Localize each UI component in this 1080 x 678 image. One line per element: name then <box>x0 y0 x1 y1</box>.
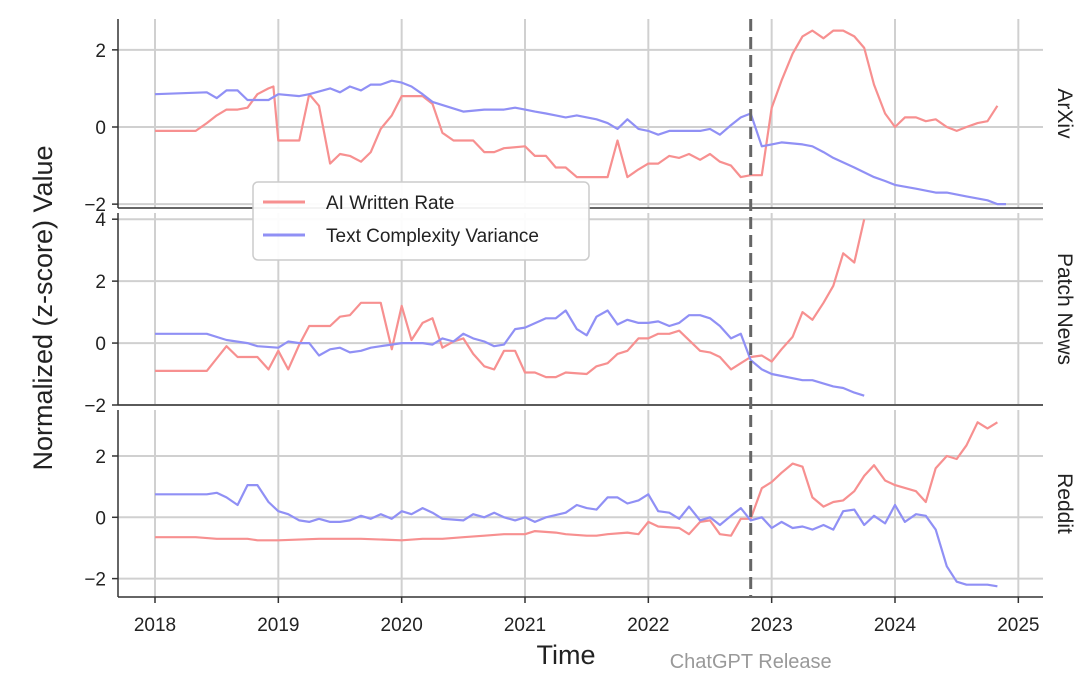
y-tick-label: 2 <box>95 272 106 293</box>
series-line-arxiv-text-complexity-variance <box>154 79 1006 206</box>
panel-label-reddit: Reddit <box>1053 473 1076 534</box>
series-line-arxiv-ai-written-rate <box>155 29 999 179</box>
x-tick-label: 2018 <box>134 615 176 636</box>
y-axis-label: Normalized (z-score) Value <box>28 145 58 470</box>
y-tick-label: 0 <box>95 508 106 529</box>
x-tick-label: 2022 <box>627 615 669 636</box>
chatgpt-release-label: ChatGPT Release <box>670 651 832 673</box>
y-tick-label: 0 <box>95 334 106 355</box>
series-line-patch-news-text-complexity-variance <box>155 309 865 397</box>
legend-label-ai-written-rate: AI Written Rate <box>326 193 454 214</box>
series-line-patch-news-ai-written-rate <box>155 218 866 379</box>
y-tick-label: −2 <box>84 396 106 417</box>
x-tick-label: 2023 <box>751 615 793 636</box>
legend-box <box>252 181 590 261</box>
x-tick-label: 2019 <box>257 615 299 636</box>
x-axis-label: Time <box>537 640 596 670</box>
x-tick-label: 2020 <box>381 615 423 636</box>
x-tick-label: 2025 <box>997 615 1039 636</box>
x-tick-label: 2024 <box>874 615 917 636</box>
panel-label-arxiv: ArXiv <box>1053 88 1076 139</box>
x-tick-label: 2021 <box>504 615 546 636</box>
y-tick-label: −2 <box>84 570 106 591</box>
legend-label-text-complexity-variance: Text Complexity Variance <box>326 226 539 247</box>
y-tick-label: 0 <box>95 118 106 139</box>
y-tick-label: 2 <box>95 447 106 468</box>
y-tick-label: 4 <box>95 210 106 231</box>
series-line-reddit-ai-written-rate <box>155 421 998 542</box>
panel-label-patch-news: Patch News <box>1053 253 1076 365</box>
y-tick-label: 2 <box>95 41 106 62</box>
y-tick-label: −2 <box>84 195 106 216</box>
series-line-reddit-text-complexity-variance <box>155 484 998 588</box>
